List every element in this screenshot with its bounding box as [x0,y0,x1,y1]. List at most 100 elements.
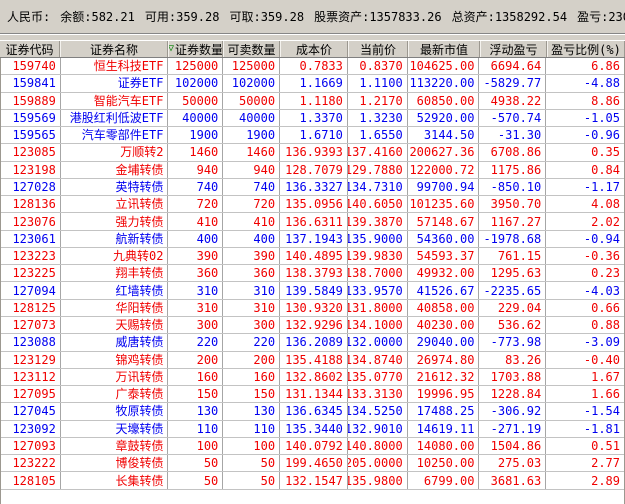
cell-quantity: 110 [168,420,224,437]
cell-code: 123198 [1,161,61,178]
column-header-quantity[interactable]: ▽ 证券数量 [168,41,223,57]
holding-row[interactable]: 159565 汽车零部件ETF 1900 1900 1.6710 1.6550 … [1,127,624,145]
cell-name: 航新转债 [61,230,169,247]
cell-current-price: 138.7000 [348,265,408,282]
column-header-label: 盈亏比例(%) [551,42,621,57]
cell-floating-pnl: 3681.63 [479,472,547,489]
cell-name: 章鼓转债 [61,437,169,455]
cell-floating-pnl: -271.19 [479,420,547,437]
cell-cost-price: 128.7079 [280,161,348,178]
holding-row[interactable]: 127045 牧原转债 130 130 136.6345 134.5250 17… [1,403,624,421]
cell-current-price: 205.0000 [348,455,408,472]
cell-code: 127093 [1,437,61,455]
cell-market-value: 101235.60 [408,196,480,213]
account-summary-bar: 人民币: 余额:582.21 可用:359.28 可取:359.28 股票资产:135… [0,0,625,33]
cell-cost-price: 140.4895 [280,247,348,265]
column-header-cost[interactable]: 成本价 [280,41,348,57]
cell-name: 港股红利低波ETF [61,109,169,127]
cell-sellable: 720 [223,196,281,213]
cell-sellable: 125000 [223,58,281,75]
holding-row[interactable]: 128105 长集转债 50 50 132.1547 135.9800 6799… [1,472,624,490]
account-field-value: 1357833.26 [369,10,442,24]
holding-row[interactable]: 123222 博俊转债 50 50 199.4650 205.0000 1025… [1,455,624,473]
cell-floating-pnl: 1295.63 [479,265,547,282]
holding-row[interactable]: 123061 航新转债 400 400 137.1943 135.9000 54… [1,230,624,248]
account-field-label: 可取 [229,10,254,24]
cell-name: 智能汽车ETF [61,92,169,109]
cell-pnl-ratio: 0.51 [591,438,620,453]
account-field-value: 582.21 [91,10,135,24]
column-header-market-value[interactable]: 最新市值 [408,41,480,57]
holding-row[interactable]: 127093 章鼓转债 100 100 140.0792 140.8000 14… [1,437,624,456]
cell-code: 123112 [1,368,61,386]
cell-cost-price: 1.6710 [280,127,348,144]
cell-sellable: 1460 [223,144,281,161]
cell-pnl-ratio: 0.88 [591,318,620,333]
cell-quantity: 50000 [168,92,224,109]
column-header-floating-pnl[interactable]: 浮动盈亏 [480,41,547,57]
holding-row[interactable]: 127094 红墙转债 310 310 139.5849 133.9570 41… [1,282,624,300]
holding-row[interactable]: 159889 智能汽车ETF 50000 50000 1.1180 1.2170… [1,92,624,110]
holding-row[interactable]: 159569 港股红利低波ETF 40000 40000 1.3370 1.32… [1,109,624,128]
cell-quantity: 740 [168,178,224,196]
table-header-row: 证券代码 证券名称 ▽ 证券数量 可卖数量 成本价 当前价 最新市值 浮动盈亏 盈… [0,40,625,58]
cell-sellable: 310 [223,282,281,299]
column-header-current[interactable]: 当前价 [348,41,408,57]
cell-current-price: 132.0000 [348,334,408,351]
cell-floating-pnl: 83.26 [479,351,547,368]
column-header-code[interactable]: 证券代码 [0,41,60,57]
cell-sellable: 360 [223,265,281,282]
column-header-label: 证券名称 [89,42,138,57]
holding-row[interactable]: 128136 立讯转债 720 720 135.0956 140.6050 10… [1,196,624,214]
account-field-value: 23087.16 [608,10,625,24]
holding-row[interactable]: 123112 万讯转债 160 160 132.8602 135.0770 21… [1,368,624,387]
cell-cost-price: 136.9393 [280,144,348,161]
cell-name: 博俊转债 [61,455,169,472]
cell-sellable: 300 [223,316,281,334]
cell-market-value: 60850.00 [408,92,480,109]
holding-row[interactable]: 127028 英特转债 740 740 136.3327 134.7310 99… [1,178,624,197]
holding-row[interactable]: 123223 九典转02 390 390 140.4895 139.9830 5… [1,247,624,266]
account-field: 盈亏:23087.16 [577,8,625,25]
holding-row[interactable]: 159841 证券ETF 102000 102000 1.1669 1.1100… [1,75,624,93]
cell-cost-price: 199.4650 [280,455,348,472]
cell-pnl-ratio: -4.88 [583,76,620,91]
holding-row[interactable]: 123129 锦鸡转债 200 200 135.4188 134.8740 26… [1,351,624,369]
cell-quantity: 100 [168,437,224,455]
divider-highlight [0,34,625,35]
cell-current-price: 134.7310 [348,178,408,196]
cell-current-price: 140.6050 [348,196,408,213]
column-header-name[interactable]: 证券名称 [60,41,168,57]
cell-quantity: 130 [168,403,224,420]
column-header-pnl-ratio[interactable]: 盈亏比例(%) [547,41,625,57]
cell-cost-price: 132.8602 [280,368,348,386]
holding-row[interactable]: 123092 天壕转债 110 110 135.3440 132.9010 14… [1,420,624,438]
cell-pnl-ratio: -0.40 [583,352,620,367]
holding-row[interactable]: 127095 广泰转债 150 150 131.1344 133.3130 19… [1,386,624,404]
cell-pnl-ratio: 1.66 [591,387,620,402]
cell-code: 123225 [1,265,61,282]
holding-row[interactable]: 159740 恒生科技ETF 125000 125000 0.7833 0.83… [1,58,624,76]
holding-row[interactable]: 123076 强力转债 410 410 136.6311 139.3870 57… [1,213,624,231]
column-header-sellable[interactable]: 可卖数量 [223,41,280,57]
holding-row[interactable]: 123198 金埔转债 940 940 128.7079 129.7880 12… [1,161,624,179]
holding-row[interactable]: 123088 威唐转债 220 220 136.2089 132.0000 29… [1,334,624,352]
cell-code: 128125 [1,299,61,316]
cell-name: 金埔转债 [61,161,169,178]
account-field: 可取:359.28 [229,10,305,24]
cell-current-price: 139.9830 [348,247,408,265]
cell-sellable: 40000 [223,109,281,127]
cell-code: 128105 [1,472,61,489]
holding-row[interactable]: 123225 翔丰转债 360 360 138.3793 138.7000 49… [1,265,624,283]
cell-pnl-ratio: -0.36 [583,249,620,264]
cell-sellable: 130 [223,403,281,420]
cell-code: 127094 [1,282,61,299]
account-field-label: 可用 [144,10,169,24]
cell-pnl-ratio: -0.94 [583,231,620,246]
cell-market-value: 14619.11 [408,420,480,437]
cell-code: 127095 [1,386,61,403]
holding-row[interactable]: 128125 华阳转债 310 310 130.9320 131.8000 40… [1,299,624,317]
holding-row[interactable]: 123085 万顺转2 1460 1460 136.9393 137.4160 … [1,144,624,162]
holding-row[interactable]: 127073 天赐转债 300 300 132.9296 134.1000 40… [1,316,624,335]
